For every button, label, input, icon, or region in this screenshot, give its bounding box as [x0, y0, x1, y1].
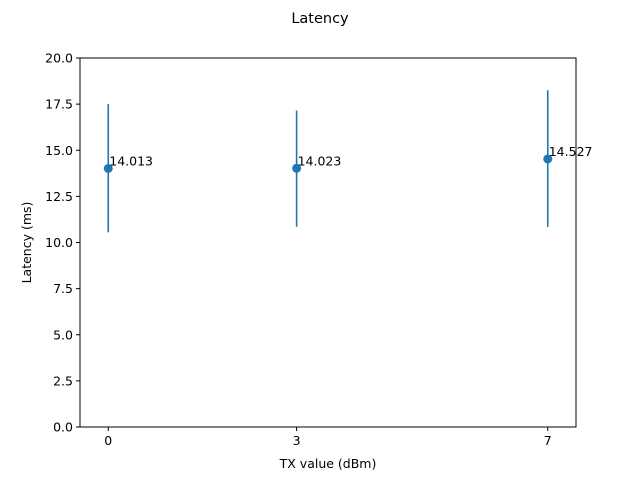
y-tick-label: 15.0 — [45, 143, 73, 158]
x-tick-label: 0 — [104, 433, 112, 448]
plot-frame — [79, 57, 577, 428]
y-tick-label: 10.0 — [45, 235, 73, 250]
x-tick-label: 7 — [544, 433, 552, 448]
y-tick-label: 20.0 — [45, 51, 73, 66]
data-label: 14.023 — [298, 153, 342, 168]
data-point — [543, 154, 553, 164]
y-tick-label: 5.0 — [53, 327, 73, 342]
y-axis: 0.0 2.5 5.0 7.5 10.0 12.5 15.0 17.5 20.0 — [45, 51, 80, 435]
y-tick-label: 17.5 — [45, 97, 73, 112]
y-tick-label: 0.0 — [53, 420, 73, 435]
x-axis-label: TX value (dBm) — [279, 456, 377, 471]
data-point — [292, 163, 302, 173]
x-axis: 0 3 7 — [104, 427, 552, 448]
y-tick-label: 12.5 — [45, 189, 73, 204]
chart-title: Latency — [291, 11, 349, 27]
x-tick-label: 3 — [293, 433, 301, 448]
data-point — [103, 163, 113, 173]
y-axis-label: Latency (ms) — [19, 202, 34, 284]
data-label: 14.527 — [549, 144, 593, 159]
data-label: 14.013 — [109, 153, 153, 168]
y-tick-label: 2.5 — [53, 373, 73, 388]
y-tick-label: 7.5 — [53, 281, 73, 296]
series-latency: 14.013 14.023 14.527 — [103, 90, 593, 233]
